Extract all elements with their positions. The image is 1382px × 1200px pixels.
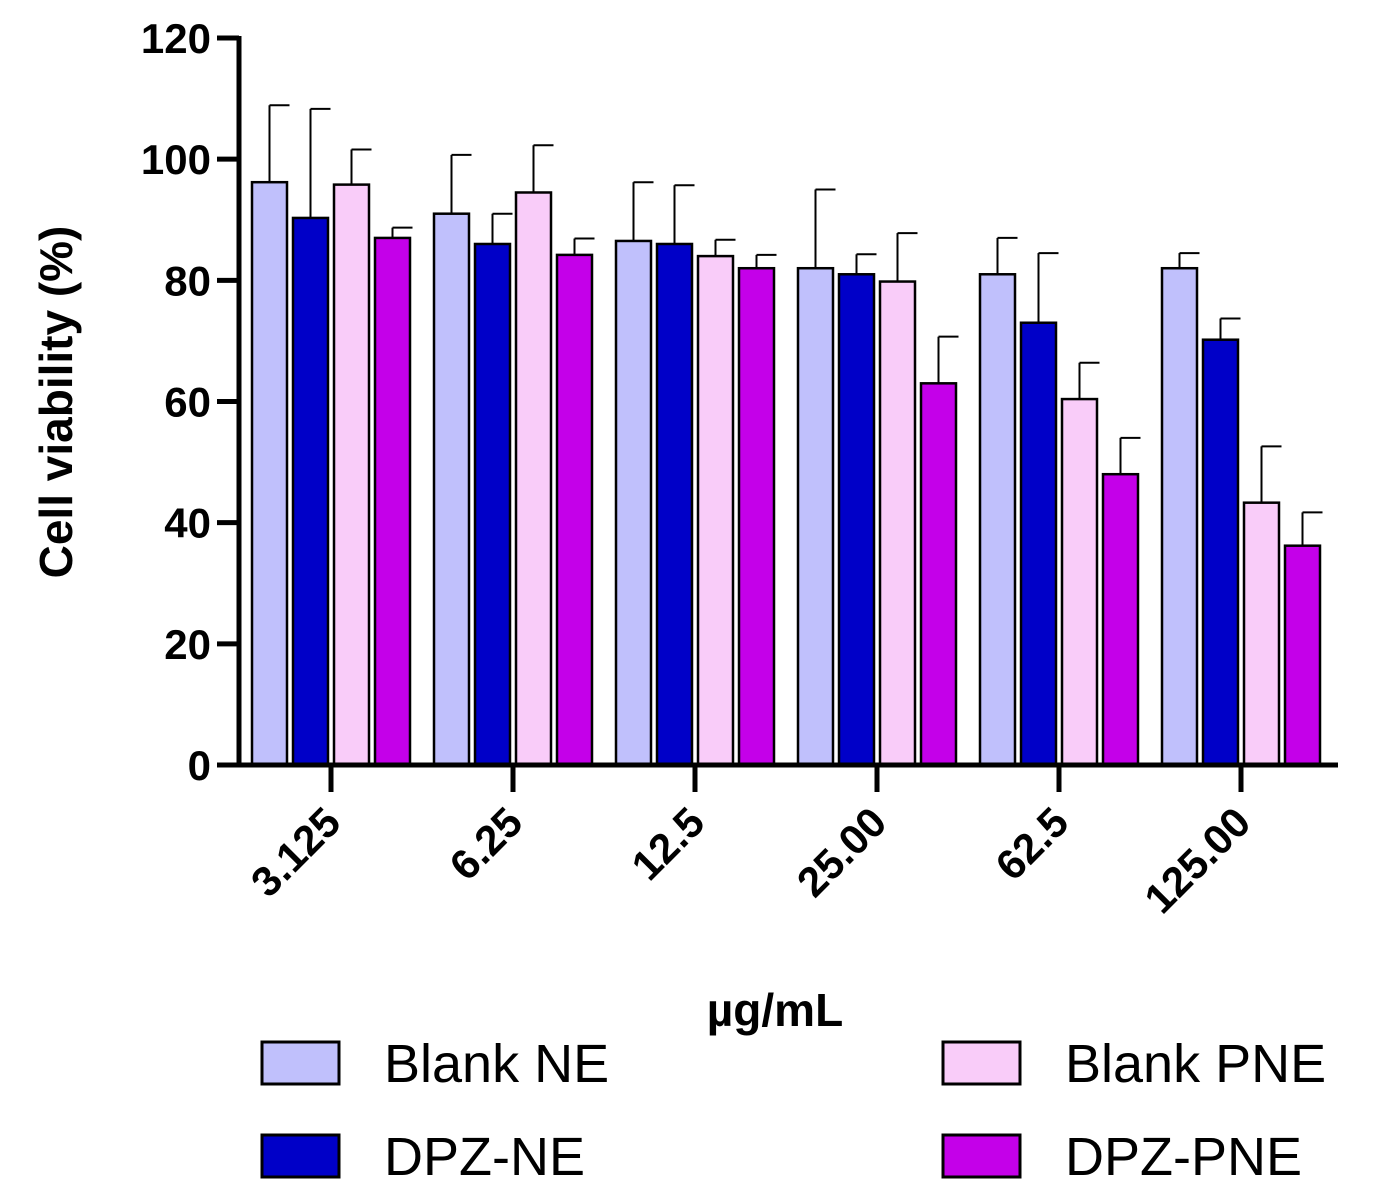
legend-swatch-blank-ne: [260, 1040, 341, 1086]
bar-dpz-ne-5: [1201, 338, 1240, 767]
bar-dpz-pne-4: [1101, 472, 1140, 767]
bar-blank-pne-5: [1242, 501, 1281, 767]
legend-swatch-dpz-ne: [260, 1133, 341, 1179]
x-axis-title: µg/mL: [707, 984, 843, 1036]
bar-dpz-pne-0: [373, 236, 412, 767]
bar-dpz-pne-5: [1283, 544, 1322, 767]
y-tick-label-60: 60: [164, 379, 211, 426]
x-tick-label-5: 125.00: [1135, 798, 1259, 922]
legend-label-blank-ne: Blank NE: [384, 1034, 609, 1094]
bar-dpz-ne-4: [1019, 321, 1058, 767]
bar-blank-pne-4: [1060, 397, 1099, 767]
bar-dpz-ne-0: [291, 216, 330, 767]
bar-dpz-ne-2: [655, 242, 694, 767]
bar-blank-ne-0: [250, 180, 289, 767]
error-bars-layer: [268, 104, 1323, 546]
y-tick-label-0: 0: [188, 742, 211, 789]
y-tick-label-120: 120: [141, 15, 211, 62]
legend-label-dpz-ne: DPZ-NE: [384, 1127, 585, 1187]
bar-blank-ne-1: [432, 212, 471, 767]
legend-label-blank-pne: Blank PNE: [1065, 1034, 1326, 1094]
legend-swatch-blank-pne: [941, 1040, 1022, 1086]
legend-label-dpz-pne: DPZ-PNE: [1065, 1127, 1302, 1187]
bar-blank-pne-1: [514, 191, 553, 767]
x-tick-label-1: 6.25: [440, 798, 531, 889]
bar-dpz-pne-2: [737, 266, 776, 767]
x-tick-labels: 3.125 6.25 12.5 25.00 62.5 125.00: [242, 798, 1260, 922]
y-tick-label-80: 80: [164, 257, 211, 304]
bar-blank-ne-3: [796, 266, 835, 767]
x-tick-label-2: 12.5: [622, 798, 713, 889]
y-tick-label-40: 40: [164, 500, 211, 547]
bar-dpz-pne-3: [919, 382, 958, 767]
bar-blank-pne-0: [332, 183, 371, 767]
x-tick-label-3: 25.00: [788, 798, 896, 906]
bar-blank-pne-2: [696, 254, 735, 767]
bar-blank-ne-5: [1160, 266, 1199, 767]
x-tick-label-4: 62.5: [986, 798, 1077, 889]
y-tick-labels: 0 20 40 60 80 100 120: [141, 15, 211, 789]
legend: Blank NE DPZ-NE Blank PNE DPZ-PNE: [260, 1034, 1326, 1187]
bar-dpz-ne-1: [473, 242, 512, 767]
legend-swatch-dpz-pne: [941, 1133, 1022, 1179]
bar-blank-ne-2: [614, 239, 653, 767]
bar-dpz-ne-3: [837, 273, 876, 767]
bar-blank-ne-4: [978, 273, 1017, 767]
y-tick-label-100: 100: [141, 136, 211, 183]
bar-dpz-pne-1: [555, 253, 594, 767]
x-tick-label-0: 3.125: [242, 798, 350, 906]
bar-blank-pne-3: [878, 280, 917, 767]
y-tick-label-20: 20: [164, 621, 211, 668]
bars-layer: [250, 180, 1322, 767]
y-axis-title: Cell viability (%): [30, 226, 82, 579]
axes-layer: [217, 35, 1338, 792]
